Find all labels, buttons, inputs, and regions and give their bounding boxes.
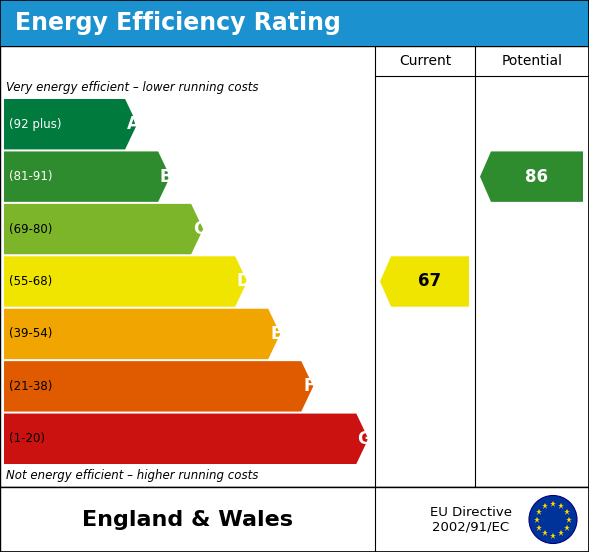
Polygon shape: [4, 361, 313, 412]
Text: Potential: Potential: [501, 54, 562, 68]
Text: (55-68): (55-68): [9, 275, 52, 288]
Text: A: A: [127, 115, 140, 133]
Text: (21-38): (21-38): [9, 380, 52, 393]
Text: (39-54): (39-54): [9, 327, 52, 341]
Text: (81-91): (81-91): [9, 170, 52, 183]
Text: C: C: [193, 220, 206, 238]
Text: (69-80): (69-80): [9, 222, 52, 236]
Text: England & Wales: England & Wales: [82, 509, 293, 529]
Text: 86: 86: [525, 168, 548, 185]
Polygon shape: [4, 204, 203, 254]
Text: E: E: [270, 325, 282, 343]
Text: F: F: [303, 378, 315, 395]
Text: B: B: [160, 168, 173, 185]
Text: EU Directive
2002/91/EC: EU Directive 2002/91/EC: [430, 506, 512, 533]
Circle shape: [529, 496, 577, 544]
Text: 67: 67: [418, 273, 442, 290]
Bar: [0, 46, 589, 487]
Text: Current: Current: [399, 54, 451, 68]
Polygon shape: [4, 99, 137, 150]
Text: (92 plus): (92 plus): [9, 118, 61, 131]
Polygon shape: [380, 256, 469, 307]
Polygon shape: [4, 413, 368, 464]
Bar: [0, 0, 589, 46]
Bar: [0, 487, 589, 552]
Text: D: D: [236, 273, 250, 290]
Polygon shape: [4, 256, 247, 307]
Text: G: G: [358, 430, 371, 448]
Polygon shape: [480, 151, 583, 202]
Text: Not energy efficient – higher running costs: Not energy efficient – higher running co…: [6, 470, 259, 482]
Text: Energy Efficiency Rating: Energy Efficiency Rating: [15, 11, 341, 35]
Text: (1-20): (1-20): [9, 432, 45, 445]
Text: Very energy efficient – lower running costs: Very energy efficient – lower running co…: [6, 81, 259, 93]
Polygon shape: [4, 309, 280, 359]
Polygon shape: [4, 151, 170, 202]
